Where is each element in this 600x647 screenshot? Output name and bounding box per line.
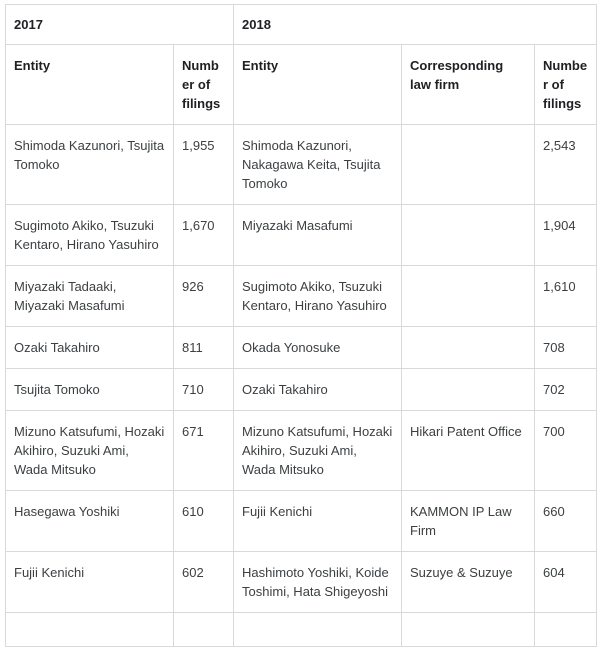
cell-entity-2018: Shimoda Kazunori, Nakagawa Keita, Tsujit… bbox=[233, 124, 403, 205]
table-row: Sugimoto Akiko, Tsuzuki Kentaro, Hirano … bbox=[5, 204, 598, 266]
table-row: Shimoda Kazunori, Tsujita Tomoko 1,955 S… bbox=[5, 124, 598, 205]
cell-law-firm: Suzuye & Suzuye bbox=[401, 551, 536, 613]
cell-entity-2018: Hashimoto Yoshiki, Koide Toshimi, Hata S… bbox=[233, 551, 403, 613]
filings-table: 2017 2018 Entity Number of filings Entit… bbox=[4, 4, 598, 647]
cell-entity-2017: Tsujita Tomoko bbox=[5, 368, 174, 411]
cell-law-firm bbox=[401, 204, 536, 266]
cell-entity-2018: Okada Yonosuke bbox=[233, 326, 403, 369]
cell-filings-2018: 2,543 bbox=[534, 124, 598, 205]
cell-entity-2018 bbox=[233, 612, 403, 647]
cell-filings-2018: 708 bbox=[534, 326, 598, 369]
cell-law-firm bbox=[401, 265, 536, 327]
column-header-law-firm: Corresponding law firm bbox=[401, 44, 536, 125]
table-row-partial bbox=[5, 612, 598, 647]
cell-filings-2018: 1,610 bbox=[534, 265, 598, 327]
cell-entity-2017: Ozaki Takahiro bbox=[5, 326, 174, 369]
cell-filings-2017: 1,670 bbox=[172, 204, 235, 266]
cell-law-firm: KAMMON IP Law Firm bbox=[401, 490, 536, 552]
cell-entity-2017: Mizuno Katsufumi, Hozaki Akihiro, Suzuki… bbox=[5, 410, 174, 491]
table-row: Tsujita Tomoko 710 Ozaki Takahiro 702 bbox=[5, 368, 598, 411]
table-row: Fujii Kenichi 602 Hashimoto Yoshiki, Koi… bbox=[5, 551, 598, 613]
cell-entity-2018: Mizuno Katsufumi, Hozaki Akihiro, Suzuki… bbox=[233, 410, 403, 491]
cell-entity-2017: Shimoda Kazunori, Tsujita Tomoko bbox=[5, 124, 174, 205]
cell-entity-2018: Ozaki Takahiro bbox=[233, 368, 403, 411]
year-header-2018: 2018 bbox=[233, 4, 598, 45]
table-header: 2017 2018 Entity Number of filings Entit… bbox=[4, 4, 598, 125]
cell-filings-2017: 1,955 bbox=[172, 124, 235, 205]
cell-filings-2017: 811 bbox=[172, 326, 235, 369]
cell-law-firm: Hikari Patent Office bbox=[401, 410, 536, 491]
cell-entity-2017 bbox=[5, 612, 174, 647]
column-header-entity-2017: Entity bbox=[5, 44, 174, 125]
table-body: Shimoda Kazunori, Tsujita Tomoko 1,955 S… bbox=[5, 124, 598, 647]
cell-filings-2017 bbox=[172, 612, 235, 647]
year-header-2017: 2017 bbox=[4, 4, 235, 45]
cell-filings-2018: 702 bbox=[534, 368, 598, 411]
cell-entity-2017: Miyazaki Tadaaki, Miyazaki Masafumi bbox=[5, 265, 174, 327]
cell-law-firm bbox=[401, 326, 536, 369]
table-row: Ozaki Takahiro 811 Okada Yonosuke 708 bbox=[5, 326, 598, 369]
cell-filings-2018: 660 bbox=[534, 490, 598, 552]
cell-filings-2017: 610 bbox=[172, 490, 235, 552]
cell-entity-2017: Sugimoto Akiko, Tsuzuki Kentaro, Hirano … bbox=[5, 204, 174, 266]
column-header-row: Entity Number of filings Entity Correspo… bbox=[5, 44, 598, 125]
table-row: Mizuno Katsufumi, Hozaki Akihiro, Suzuki… bbox=[5, 410, 598, 491]
cell-law-firm bbox=[401, 368, 536, 411]
cell-filings-2017: 710 bbox=[172, 368, 235, 411]
cell-filings-2017: 671 bbox=[172, 410, 235, 491]
cell-filings-2017: 926 bbox=[172, 265, 235, 327]
cell-filings-2017: 602 bbox=[172, 551, 235, 613]
cell-filings-2018: 700 bbox=[534, 410, 598, 491]
table-row: Hasegawa Yoshiki 610 Fujii Kenichi KAMMO… bbox=[5, 490, 598, 552]
cell-entity-2018: Sugimoto Akiko, Tsuzuki Kentaro, Hirano … bbox=[233, 265, 403, 327]
cell-filings-2018: 604 bbox=[534, 551, 598, 613]
cell-entity-2018: Fujii Kenichi bbox=[233, 490, 403, 552]
column-header-filings-2017: Number of filings bbox=[172, 44, 235, 125]
cell-law-firm bbox=[401, 612, 536, 647]
cell-filings-2018: 1,904 bbox=[534, 204, 598, 266]
cell-entity-2018: Miyazaki Masafumi bbox=[233, 204, 403, 266]
cell-law-firm bbox=[401, 124, 536, 205]
column-header-entity-2018: Entity bbox=[233, 44, 403, 125]
cell-entity-2017: Fujii Kenichi bbox=[5, 551, 174, 613]
cell-filings-2018 bbox=[534, 612, 598, 647]
table-row: Miyazaki Tadaaki, Miyazaki Masafumi 926 … bbox=[5, 265, 598, 327]
year-header-row: 2017 2018 bbox=[4, 4, 598, 45]
cell-entity-2017: Hasegawa Yoshiki bbox=[5, 490, 174, 552]
column-header-filings-2018: Number of filings bbox=[534, 44, 598, 125]
